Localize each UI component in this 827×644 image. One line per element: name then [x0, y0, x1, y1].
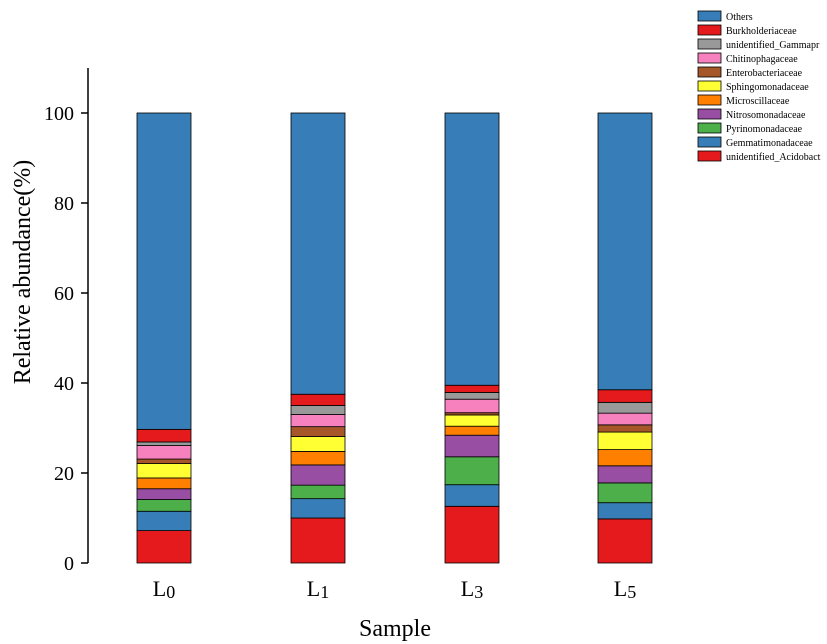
bar-segment-L0-3 — [136, 488, 192, 500]
legend-swatch — [697, 108, 722, 120]
legend-label: Sphingomonadaceae — [726, 82, 809, 93]
axes-layer: 0 20 40 60 80 100 L0 L1 L3 L5 — [44, 68, 636, 602]
bar-segment-L1-7 — [290, 414, 346, 428]
x-tick-label-L5: L5 — [614, 576, 636, 602]
legend: Others Burkholderiaceae unidentified_Gamma… — [697, 10, 821, 163]
y-axis-title: Relative abundance(%) — [10, 160, 36, 385]
bar-segment-L1-1 — [290, 498, 346, 519]
legend-entry-6: Microscillaceae — [697, 94, 790, 107]
legend-swatch — [697, 136, 722, 148]
bar-segment-L1-8 — [290, 405, 346, 415]
bar-segment-L3-5 — [444, 414, 500, 427]
bar-segment-L5-6 — [597, 424, 653, 433]
bar-segment-L5-8 — [597, 401, 653, 414]
legend-entry-2: unidentified_Gammapr — [697, 38, 820, 51]
bar-segment-L3-8 — [444, 392, 500, 400]
y-tick-label-40: 40 — [54, 373, 74, 395]
x-tick-label-L3: L3 — [461, 576, 483, 602]
legend-entry-7: Nitrosomonadaceae — [697, 108, 806, 121]
bar-stack-L1 — [290, 112, 346, 564]
bar-segment-L3-2 — [444, 456, 500, 486]
bar-segment-L5-5 — [597, 431, 653, 450]
bar-segment-L0-1 — [136, 510, 192, 532]
bar-stack-L5 — [597, 112, 653, 564]
bar-segment-L1-4 — [290, 450, 346, 466]
bar-segment-L0-8 — [136, 441, 192, 446]
legend-label: Others — [726, 12, 753, 23]
legend-label: Chitinophagaceae — [726, 54, 798, 65]
legend-entry-1: Burkholderiaceae — [697, 24, 797, 37]
legend-swatch — [697, 80, 722, 92]
bar-segment-L0-0 — [136, 530, 192, 564]
bar-segment-L0-10 — [136, 112, 192, 430]
bar-segment-L5-1 — [597, 502, 653, 520]
bar-segment-L5-4 — [597, 449, 653, 467]
bar-segment-L3-9 — [444, 384, 500, 393]
bar-stack-L0 — [136, 112, 192, 564]
bar-segment-L0-4 — [136, 477, 192, 490]
bar-segment-L3-3 — [444, 434, 500, 458]
bar-segment-L1-5 — [290, 436, 346, 452]
x-axis-title: Sample — [359, 616, 431, 642]
legend-entry-0: Others — [697, 10, 753, 23]
bar-segment-L1-9 — [290, 393, 346, 406]
bar-segment-L0-6 — [136, 458, 192, 464]
legend-entry-8: Pyrinomonadaceae — [697, 122, 803, 135]
legend-entry-10: unidentified_Acidobact — [697, 150, 821, 163]
bar-segment-L1-2 — [290, 484, 346, 500]
bars-layer — [136, 112, 653, 564]
legend-label: Gemmatimonadaceae — [726, 138, 813, 149]
legend-swatch — [697, 24, 722, 36]
bar-stack-L3 — [444, 112, 500, 564]
bar-segment-L3-7 — [444, 398, 500, 414]
x-tick-label-L0: L0 — [153, 576, 175, 602]
bar-segment-L5-2 — [597, 482, 653, 504]
legend-entry-9: Gemmatimonadaceae — [697, 136, 813, 149]
legend-swatch — [697, 38, 722, 50]
bar-segment-L0-9 — [136, 428, 192, 443]
bar-segment-L5-0 — [597, 518, 653, 564]
legend-entry-5: Sphingomonadaceae — [697, 80, 809, 93]
legend-swatch — [697, 94, 722, 106]
legend-label: Enterobacteriaceae — [726, 68, 803, 79]
legend-label: Microscillaceae — [726, 96, 790, 107]
legend-entry-4: Enterobacteriaceae — [697, 66, 803, 79]
legend-swatch — [697, 122, 722, 134]
bar-segment-L0-2 — [136, 499, 192, 512]
legend-swatch — [697, 66, 722, 78]
y-tick-label-0: 0 — [64, 553, 74, 575]
legend-label: Nitrosomonadaceae — [726, 110, 806, 121]
y-tick-label-60: 60 — [54, 283, 74, 305]
legend-label: unidentified_Gammapr — [726, 40, 820, 51]
bar-segment-L1-0 — [290, 517, 346, 564]
bar-segment-L1-3 — [290, 464, 346, 486]
y-tick-label-20: 20 — [54, 463, 74, 485]
legend-swatch — [697, 52, 722, 64]
y-tick-label-100: 100 — [44, 103, 74, 125]
bar-segment-L0-5 — [136, 463, 192, 479]
bar-segment-L5-10 — [597, 112, 653, 391]
x-tick-label-L1: L1 — [307, 576, 329, 602]
legend-swatch — [697, 10, 722, 22]
legend-label: Burkholderiaceae — [726, 26, 797, 37]
bar-segment-L5-9 — [597, 389, 653, 403]
bar-segment-L5-3 — [597, 465, 653, 484]
bar-segment-L3-10 — [444, 112, 500, 386]
bar-segment-L3-0 — [444, 505, 500, 564]
legend-swatch — [697, 150, 722, 162]
bar-segment-L1-10 — [290, 112, 346, 395]
bar-segment-L0-7 — [136, 445, 192, 460]
bar-segment-L1-6 — [290, 426, 346, 437]
bar-segment-L3-1 — [444, 484, 500, 507]
legend-entry-3: Chitinophagaceae — [697, 52, 798, 65]
legend-label: Pyrinomonadaceae — [726, 124, 803, 135]
legend-label: unidentified_Acidobact — [726, 152, 821, 163]
bar-segment-L3-4 — [444, 425, 500, 436]
bar-segment-L5-7 — [597, 412, 653, 426]
y-tick-label-80: 80 — [54, 193, 74, 215]
